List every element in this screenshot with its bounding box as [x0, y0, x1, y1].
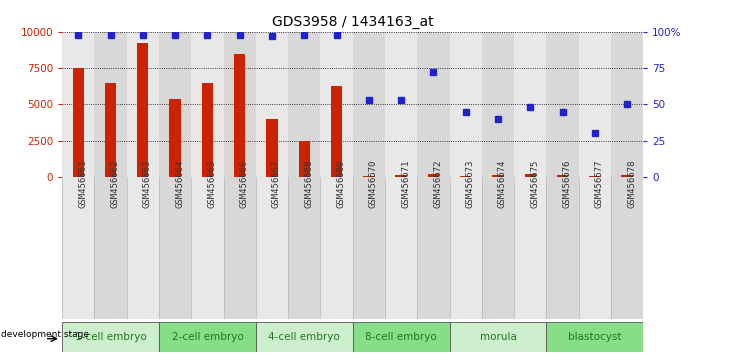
Bar	[299, 141, 310, 177]
Bar	[557, 175, 568, 177]
Text: GSM456675: GSM456675	[530, 160, 539, 208]
Bar	[395, 175, 406, 177]
Bar	[546, 322, 643, 352]
Text: GSM456672: GSM456672	[433, 160, 442, 208]
Bar	[525, 174, 536, 177]
Bar	[546, 32, 579, 177]
Text: morula: morula	[480, 332, 516, 342]
Bar	[611, 32, 643, 177]
Bar	[256, 322, 352, 352]
Text: GSM456669: GSM456669	[336, 160, 346, 208]
Bar	[62, 322, 159, 352]
Bar	[450, 32, 482, 177]
Bar	[202, 82, 213, 177]
Text: GSM456667: GSM456667	[272, 160, 281, 208]
Bar	[126, 177, 159, 319]
Bar	[579, 32, 611, 177]
Bar	[224, 32, 256, 177]
Text: 8-cell embryo: 8-cell embryo	[366, 332, 437, 342]
Bar	[62, 32, 94, 177]
Bar	[352, 177, 385, 319]
Text: 1-cell embryo: 1-cell embryo	[75, 332, 146, 342]
Bar	[288, 32, 320, 177]
Bar	[482, 32, 514, 177]
Text: GSM456678: GSM456678	[627, 160, 636, 208]
Bar	[417, 177, 450, 319]
Bar	[579, 177, 611, 319]
Bar	[385, 177, 417, 319]
Text: GSM456677: GSM456677	[595, 160, 604, 208]
Bar	[137, 44, 148, 177]
Bar	[62, 177, 94, 319]
Text: GSM456668: GSM456668	[304, 160, 314, 208]
Bar	[417, 32, 450, 177]
Bar	[288, 177, 320, 319]
Text: blastocyst: blastocyst	[568, 332, 621, 342]
Bar	[192, 177, 224, 319]
Bar	[460, 176, 471, 177]
Bar	[256, 32, 288, 177]
Bar	[94, 32, 126, 177]
Bar	[72, 68, 84, 177]
Bar	[105, 82, 116, 177]
Text: GSM456663: GSM456663	[143, 160, 152, 208]
Text: development stage: development stage	[1, 330, 89, 339]
Bar	[256, 177, 288, 319]
Text: GSM456676: GSM456676	[563, 160, 572, 208]
Text: 2-cell embryo: 2-cell embryo	[172, 332, 243, 342]
Bar	[320, 32, 352, 177]
Bar	[385, 32, 417, 177]
Bar	[159, 177, 192, 319]
Text: GSM456671: GSM456671	[401, 160, 410, 208]
Bar	[450, 177, 482, 319]
Bar	[126, 32, 159, 177]
Bar	[546, 177, 579, 319]
Bar	[94, 177, 126, 319]
Bar	[493, 175, 504, 177]
Bar	[450, 322, 546, 352]
Bar	[482, 177, 514, 319]
Bar	[266, 119, 278, 177]
Bar	[159, 32, 192, 177]
Bar	[159, 322, 256, 352]
Bar	[224, 177, 256, 319]
Text: GSM456674: GSM456674	[498, 160, 507, 208]
Bar	[352, 32, 385, 177]
Bar	[589, 176, 600, 177]
Text: GSM456670: GSM456670	[369, 160, 378, 208]
Text: GSM456664: GSM456664	[175, 160, 184, 208]
Text: GSM456665: GSM456665	[208, 160, 216, 208]
Bar	[611, 177, 643, 319]
Bar	[320, 177, 352, 319]
Bar	[428, 174, 439, 177]
Text: 4-cell embryo: 4-cell embryo	[268, 332, 340, 342]
Bar	[514, 177, 546, 319]
Bar	[363, 176, 374, 177]
Bar	[192, 32, 224, 177]
Bar	[234, 54, 246, 177]
Bar	[621, 175, 633, 177]
Bar	[170, 99, 181, 177]
Bar	[352, 322, 450, 352]
Bar	[514, 32, 546, 177]
Title: GDS3958 / 1434163_at: GDS3958 / 1434163_at	[272, 16, 433, 29]
Text: GSM456673: GSM456673	[466, 160, 474, 208]
Text: GSM456666: GSM456666	[240, 160, 249, 208]
Bar	[331, 86, 342, 177]
Text: GSM456662: GSM456662	[110, 160, 120, 208]
Text: GSM456661: GSM456661	[78, 160, 87, 208]
